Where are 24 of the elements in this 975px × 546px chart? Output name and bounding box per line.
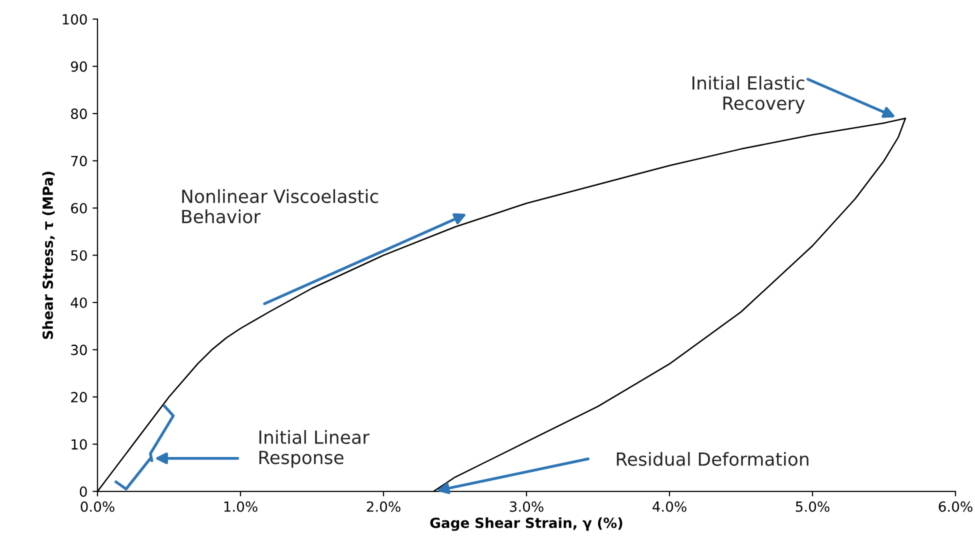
y-tick-label: 40	[70, 297, 87, 308]
y-tick-label: 30	[71, 344, 87, 356]
x-tick-label: 2.0%	[366, 501, 400, 512]
y-tick-label: 50	[71, 250, 87, 261]
x-tick-label: 6.0%	[938, 501, 972, 512]
y-tick-label: 20	[71, 392, 87, 402]
x-axis-title: Gage Shear Strain, γ (%)	[430, 517, 622, 531]
annotation: Initial Linear Response	[259, 430, 370, 468]
y-tick-label: 90	[70, 61, 87, 72]
x-tick-label: 1.0%	[224, 501, 258, 512]
x-tick-label: 3.0%	[510, 501, 544, 512]
y-axis-title: Shear Stress, τ (MPa)	[42, 172, 55, 339]
y-tick-label: 100	[62, 14, 87, 25]
y-tick-label: 60	[71, 202, 87, 214]
y-tick-label: 70	[71, 156, 87, 166]
y-tick-label: 10	[72, 439, 87, 450]
x-tick-label: 5.0%	[796, 501, 830, 512]
annotation: Nonlinear Viscoelastic Behavior	[182, 189, 378, 224]
annotation: Residual Deformation	[616, 452, 808, 466]
y-tick-label: 80	[71, 108, 87, 120]
annotation: Initial Elastic Recovery	[692, 76, 805, 114]
x-tick-label: 0.0%	[80, 501, 114, 512]
x-tick-label: 4.0%	[652, 501, 686, 512]
y-tick-label: 0	[80, 486, 87, 497]
